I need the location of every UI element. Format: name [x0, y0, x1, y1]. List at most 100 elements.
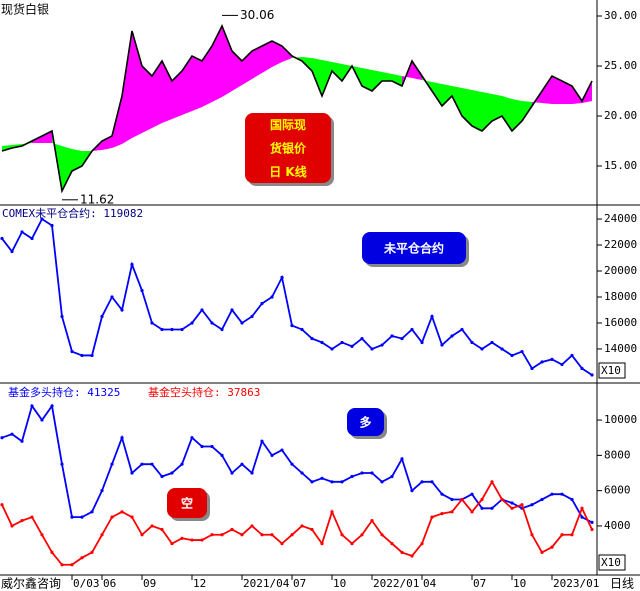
- point: [450, 497, 454, 502]
- point: [230, 471, 234, 475]
- point: [90, 510, 94, 514]
- point: [400, 457, 404, 461]
- point: [40, 533, 44, 537]
- point: [300, 524, 304, 528]
- point: [70, 349, 74, 354]
- x-tick-label: 2022/01: [373, 577, 419, 590]
- ma-fill: [152, 61, 162, 128]
- point: [450, 334, 454, 338]
- point: [530, 533, 534, 537]
- series-line: [1, 479, 593, 566]
- point: [20, 230, 24, 234]
- point: [420, 541, 424, 546]
- point: [550, 492, 554, 496]
- x-tick-label: 0/03: [73, 577, 100, 590]
- badge-text: 多: [359, 415, 371, 430]
- x-tick-label: 06: [103, 577, 116, 590]
- ma-fill: [492, 94, 502, 121]
- multiplier-box: [598, 554, 626, 571]
- point: [280, 275, 284, 280]
- point: [10, 249, 14, 254]
- point: [280, 541, 284, 546]
- point: [160, 474, 164, 479]
- point: [470, 510, 474, 514]
- ma-fill: [102, 136, 112, 150]
- point: [100, 533, 104, 537]
- point: [390, 474, 394, 479]
- ma-fill: [202, 46, 212, 107]
- point: [230, 308, 234, 312]
- point: [340, 340, 344, 345]
- point: [480, 347, 484, 351]
- point: [20, 519, 24, 523]
- point: [240, 321, 244, 325]
- point: [150, 321, 154, 325]
- point: [110, 462, 114, 466]
- badge-text: 日 K线: [269, 164, 306, 179]
- point: [420, 340, 424, 345]
- point: [590, 373, 594, 377]
- point: [440, 492, 444, 496]
- point: [440, 343, 444, 347]
- point: [50, 404, 54, 408]
- multiplier-box: [598, 362, 626, 379]
- point: [320, 541, 324, 546]
- ma-fill: [552, 76, 562, 104]
- point: [220, 327, 224, 332]
- point: [420, 480, 424, 484]
- point: [480, 497, 484, 502]
- point: [290, 533, 294, 537]
- point: [470, 340, 474, 345]
- point: [80, 556, 84, 560]
- ma-fill: [432, 82, 442, 106]
- point: [150, 462, 154, 466]
- ma-fill: [172, 71, 182, 119]
- y-tick-label: 16000: [604, 316, 637, 329]
- point: [30, 404, 34, 408]
- point: [380, 480, 384, 484]
- point: [0, 236, 4, 241]
- point: [140, 533, 144, 537]
- point: [430, 480, 434, 484]
- ma-fill: [482, 92, 492, 131]
- point: [170, 471, 174, 475]
- point: [330, 347, 334, 351]
- badge: [347, 408, 384, 436]
- point: [330, 480, 334, 484]
- y-tick-label: 15.00: [604, 159, 637, 172]
- point: [170, 327, 174, 332]
- badge-text: 货银价: [270, 141, 307, 156]
- y-tick-label: 25.00: [604, 59, 637, 72]
- annotation: 11.62: [80, 192, 114, 206]
- series-line: [1, 217, 593, 376]
- point: [190, 436, 194, 440]
- series-line: [1, 403, 593, 524]
- y-tick-label: 8000: [604, 448, 631, 461]
- point: [100, 489, 104, 493]
- point: [60, 563, 64, 567]
- point: [570, 353, 574, 358]
- point: [190, 321, 194, 325]
- point: [50, 550, 54, 555]
- annotation: 30.06: [240, 8, 274, 22]
- point: [150, 524, 154, 528]
- point: [260, 439, 264, 443]
- point: [390, 541, 394, 546]
- point: [560, 533, 564, 537]
- ma-fill: [372, 70, 382, 91]
- point: [40, 217, 44, 221]
- point: [70, 515, 74, 519]
- x-tick-label: 07: [293, 577, 306, 590]
- point: [110, 515, 114, 519]
- point: [270, 295, 274, 299]
- point: [430, 515, 434, 519]
- x-tick-label: 2021/04: [243, 577, 290, 590]
- series-line: [1, 24, 593, 194]
- point: [120, 436, 124, 440]
- ma-fill: [322, 60, 332, 96]
- point: [210, 444, 214, 449]
- badge-text: 未平仓合约: [383, 241, 444, 256]
- point: [300, 471, 304, 475]
- ma-fill: [272, 41, 282, 67]
